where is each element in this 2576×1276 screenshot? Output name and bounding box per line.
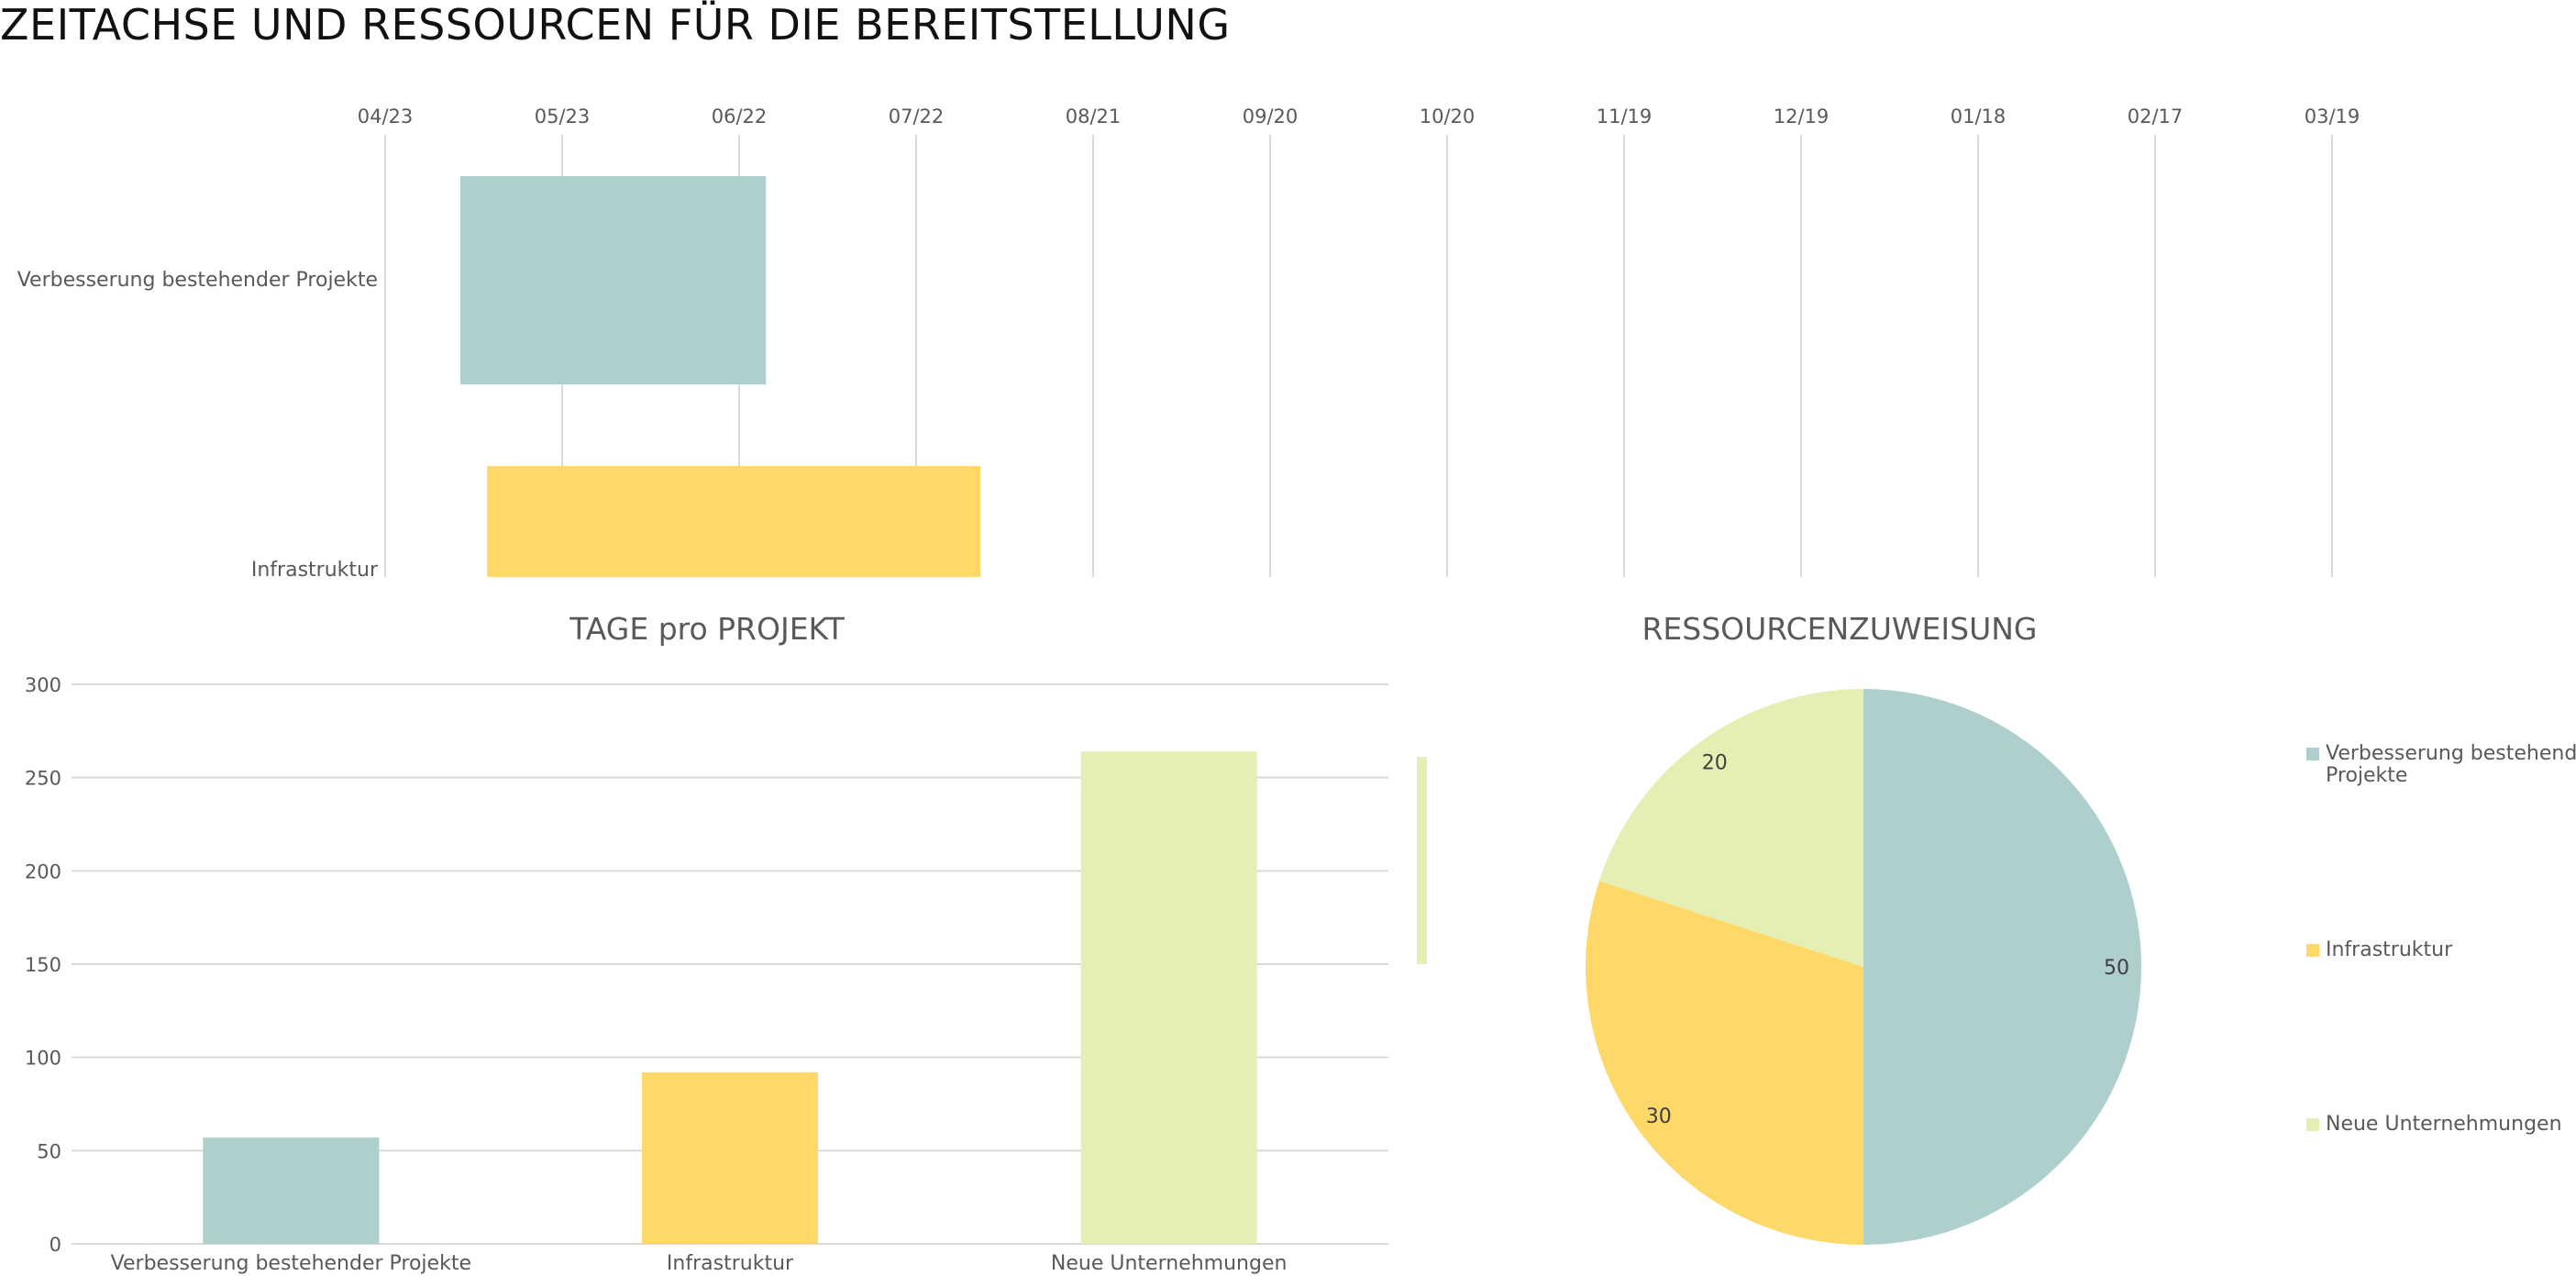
bar xyxy=(1080,751,1257,1244)
timeline-bar xyxy=(459,176,767,384)
legend-label: Infrastruktur xyxy=(2326,938,2453,961)
timeline-tick-label: 08/21 xyxy=(1066,105,1122,128)
pie-data-label: 50 xyxy=(2104,957,2129,980)
timeline-tick-label: 07/22 xyxy=(889,105,945,128)
timeline-chart: 04/23 05/23 06/22 07/22 08/21 09/20 10/20 11/19… xyxy=(17,105,2360,582)
bar-y-tick-label: 100 xyxy=(25,1048,61,1070)
timeline-tick-label: 11/19 xyxy=(1597,105,1653,128)
pie-slice xyxy=(1586,881,1863,1245)
timeline-tick-label: 10/20 xyxy=(1420,105,1476,128)
bar-y-tick-label: 0 xyxy=(50,1234,61,1256)
bar xyxy=(203,1137,380,1244)
bar-y-tick-label: 200 xyxy=(25,860,61,882)
timeline-tick-label: 01/18 xyxy=(1951,105,2007,128)
bar-category-label: Verbesserung bestehender Projekte xyxy=(111,1252,471,1275)
legend-swatch xyxy=(2306,944,2319,957)
pie-chart-title: RESSOURCENZUWEISUNG xyxy=(1642,611,2038,647)
legend-label: Verbesserung bestehender xyxy=(2326,742,2576,765)
bar xyxy=(642,1071,818,1244)
legend-swatch xyxy=(2306,748,2319,760)
timeline-category-label: Infrastruktur xyxy=(251,559,379,582)
page-title: ZEITACHSE UND RESSOURCEN FÜR DIE BEREITS… xyxy=(0,0,1231,50)
timeline-tick-label: 12/19 xyxy=(1774,105,1830,128)
bar-y-tick-label: 50 xyxy=(37,1140,61,1162)
bar-category-label: Neue Unternehmungen xyxy=(1051,1252,1288,1275)
bar-y-tick-label: 150 xyxy=(25,954,61,976)
pie-data-label: 20 xyxy=(1702,752,1728,775)
pie-slice xyxy=(1863,689,2141,1245)
bar-chart-title: TAGE pro PROJEKT xyxy=(569,611,845,647)
pie-slice xyxy=(1598,689,1863,967)
legend-label: Neue Unternehmungen xyxy=(2326,1113,2562,1136)
timeline-tick-label: 02/17 xyxy=(2128,105,2184,128)
resource-allocation-chart: RESSOURCENZUWEISUNG 50 30 20 Verbesserung be… xyxy=(1586,611,2576,1245)
timeline-category-label: Verbesserung bestehender Projekte xyxy=(17,269,378,292)
pie-data-label: 30 xyxy=(1646,1105,1672,1128)
timeline-tick-label: 03/19 xyxy=(2305,105,2360,128)
timeline-tick-label: 05/23 xyxy=(535,105,591,128)
legend-swatch xyxy=(2306,1118,2319,1131)
bar-y-tick-label: 300 xyxy=(25,674,61,696)
timeline-tick-label: 09/20 xyxy=(1243,105,1299,128)
timeline-bar xyxy=(487,466,981,577)
timeline-tick-label: 04/23 xyxy=(358,105,414,128)
timeline-tick-label: 06/22 xyxy=(712,105,768,128)
bar-category-label: Infrastruktur xyxy=(667,1252,794,1275)
bar-chart-fragment xyxy=(1417,757,1427,964)
legend-label: Projekte xyxy=(2326,764,2407,787)
bar-y-tick-label: 250 xyxy=(25,768,61,790)
days-per-project-chart: TAGE pro PROJEKT 0 50 100 150 200 250 300 Verbes… xyxy=(25,611,1427,1275)
